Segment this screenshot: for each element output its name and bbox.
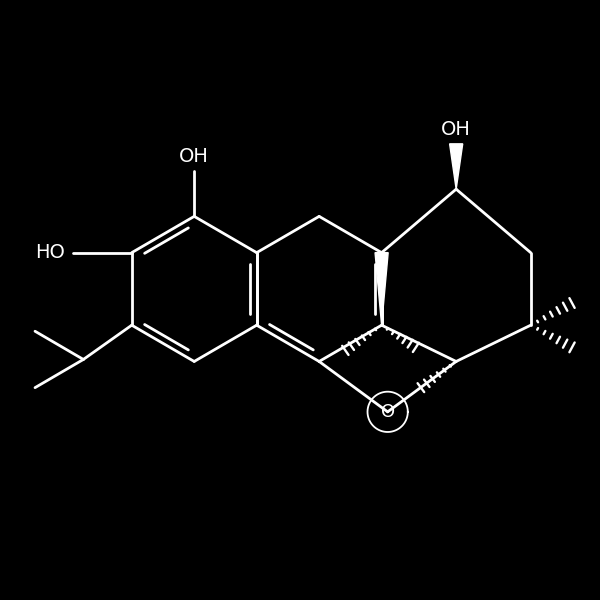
Text: HO: HO <box>35 243 65 262</box>
Text: O: O <box>380 403 395 421</box>
Text: OH: OH <box>179 147 209 166</box>
Polygon shape <box>449 144 463 189</box>
Text: OH: OH <box>441 120 471 139</box>
Polygon shape <box>375 253 388 325</box>
